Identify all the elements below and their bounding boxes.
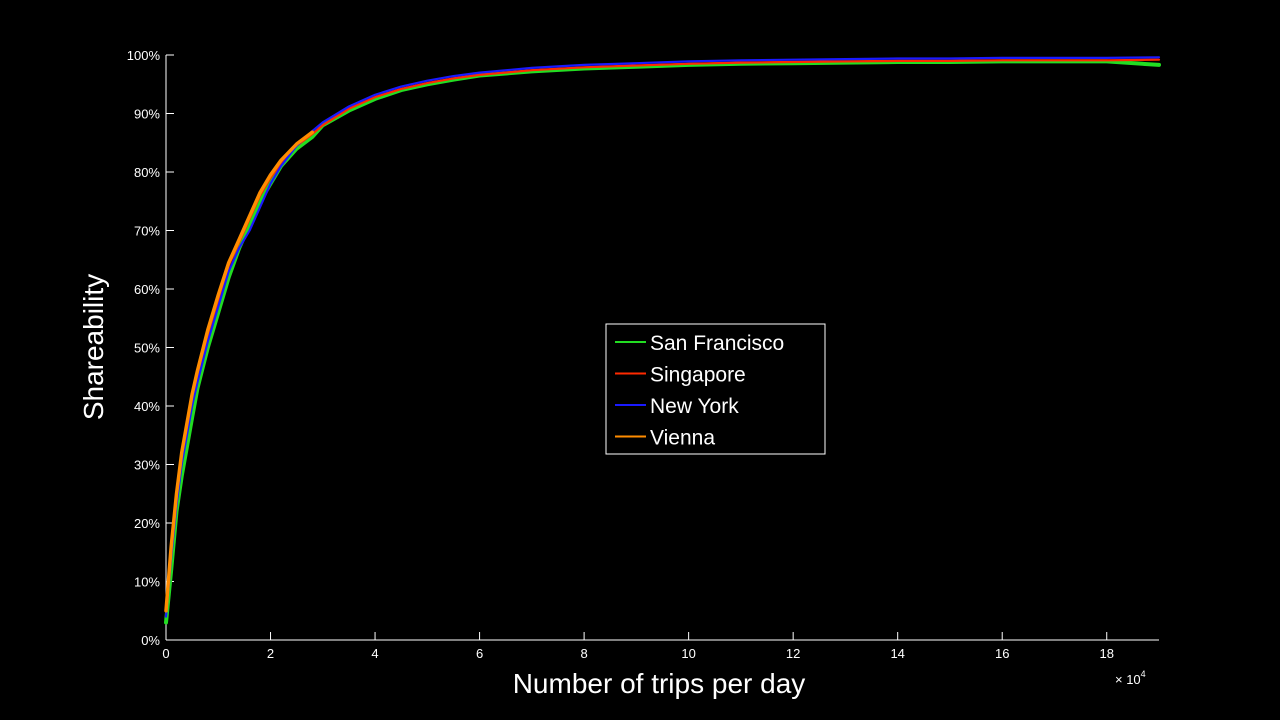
legend-label-san-francisco: San Francisco xyxy=(650,332,784,355)
y-tick-label: 50% xyxy=(134,341,160,356)
series-lines xyxy=(164,56,1161,625)
y-tick-label: 10% xyxy=(134,575,160,590)
x-tick-label: 6 xyxy=(476,646,483,661)
x-tick-label: 16 xyxy=(995,646,1009,661)
legend: San Francisco Singapore New York Vienna xyxy=(605,323,826,455)
y-tick-label: 60% xyxy=(134,282,160,297)
x-tick-label: 2 xyxy=(267,646,274,661)
x-tick-label: 8 xyxy=(580,646,587,661)
y-ticks: 0% 10% 20% 30% 40% 50% 60% 70% 80% 90% 100% xyxy=(127,48,174,648)
y-tick-label: 90% xyxy=(134,107,160,122)
y-tick-label: 100% xyxy=(127,48,161,63)
x-ticks: 0 2 4 6 8 10 12 14 16 18 xyxy=(162,632,1114,661)
y-tick-label: 30% xyxy=(134,458,160,473)
y-tick-label: 0% xyxy=(141,633,160,648)
x-tick-label: 0 xyxy=(162,646,169,661)
x-tick-label: 18 xyxy=(1100,646,1114,661)
y-tick-label: 70% xyxy=(134,224,160,239)
x-tick-label: 4 xyxy=(371,646,378,661)
x-multiplier-base: × 10 xyxy=(1115,672,1141,687)
series-line-new-york xyxy=(164,56,1161,618)
x-multiplier-exponent: 4 xyxy=(1141,669,1146,679)
x-tick-label: 10 xyxy=(681,646,695,661)
legend-box xyxy=(605,323,826,455)
y-axis-title: Shareability xyxy=(78,274,109,420)
legend-label-new-york: New York xyxy=(650,395,739,418)
y-tick-label: 40% xyxy=(134,399,160,414)
legend-label-singapore: Singapore xyxy=(650,364,746,387)
y-tick-label: 20% xyxy=(134,516,160,531)
y-tick-label: 80% xyxy=(134,165,160,180)
legend-label-vienna: Vienna xyxy=(650,427,715,450)
x-tick-label: 12 xyxy=(786,646,800,661)
series-line-vienna xyxy=(164,130,315,613)
x-multiplier-label: × 104 xyxy=(1115,669,1146,687)
x-axis-title: Number of trips per day xyxy=(513,668,806,699)
series-line-san-francisco xyxy=(164,59,1161,625)
x-tick-label: 14 xyxy=(890,646,904,661)
